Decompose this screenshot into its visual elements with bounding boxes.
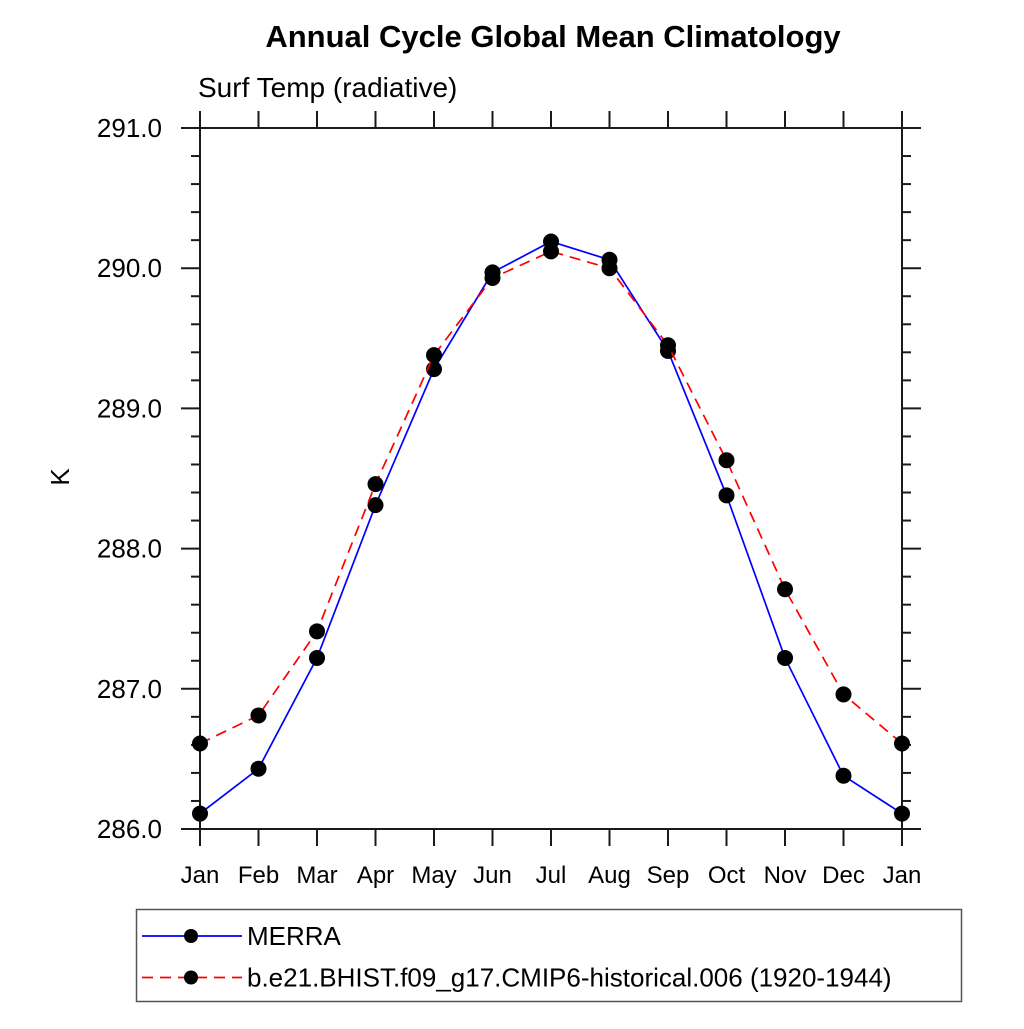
x-tick-label: Feb [238,862,279,889]
y-tick-label: 291.0 [97,113,162,143]
x-tick-label: Jul [536,862,567,889]
data-point-marker [192,735,208,752]
legend-label: MERRA [247,921,342,951]
x-tick-label: Mar [296,862,337,889]
data-point-marker [426,347,442,364]
x-tick-label: Aug [588,862,631,889]
data-point-marker [309,623,325,640]
data-point-marker [660,337,676,354]
data-point-marker [835,686,852,703]
chart-title: Annual Cycle Global Mean Climatology [265,19,841,54]
x-tick-label: Oct [708,862,746,889]
y-tick-label: 290.0 [97,253,162,283]
data-point-marker [894,735,910,752]
data-point-marker [484,270,501,287]
series-layer [192,233,910,822]
series-line [199,250,903,745]
y-axis-label: K [45,468,75,486]
x-tick-label: Jan [883,862,922,889]
y-tick-label: 286.0 [97,814,162,844]
x-tick-label: Jan [181,862,220,889]
legend-marker [184,929,198,943]
x-tick-label: Dec [822,862,865,889]
data-point-marker [309,649,325,666]
data-point-marker [894,805,910,822]
data-point-marker [250,760,267,777]
legend-label: b.e21.BHIST.f09_g17.CMIP6-historical.006… [247,963,892,993]
y-tick-label: 289.0 [97,393,162,423]
series-line [199,240,903,815]
data-point-marker [367,476,384,493]
x-tick-label: May [411,862,456,889]
data-point-marker [777,581,793,598]
legend-box [135,908,963,1003]
data-point-marker [835,767,852,784]
data-point-marker [250,707,267,724]
data-point-marker [543,243,559,260]
x-tick-label: Jun [473,862,512,889]
y-tick-label: 288.0 [97,534,162,564]
plot-axes: 286.0 287.0 288.0 289.0 290.0 291.0 Jan Feb Mar A… [97,111,921,889]
data-point-marker [601,260,618,277]
x-tick-label: Apr [357,862,394,889]
data-point-marker [718,487,735,504]
legend: MERRA b.e21.BHIST.f09_g17.CMIP6-historica… [135,908,963,1003]
data-point-marker [777,649,793,666]
data-point-marker [192,805,208,822]
data-point-marker [718,452,735,469]
chart-subtitle: Surf Temp (radiative) [198,72,457,103]
y-tick-label: 287.0 [97,674,162,704]
data-point-marker [367,497,384,514]
plot-frame [199,127,903,830]
x-tick-label: Sep [647,862,690,889]
x-tick-label: Nov [764,862,807,889]
legend-marker [184,970,198,985]
